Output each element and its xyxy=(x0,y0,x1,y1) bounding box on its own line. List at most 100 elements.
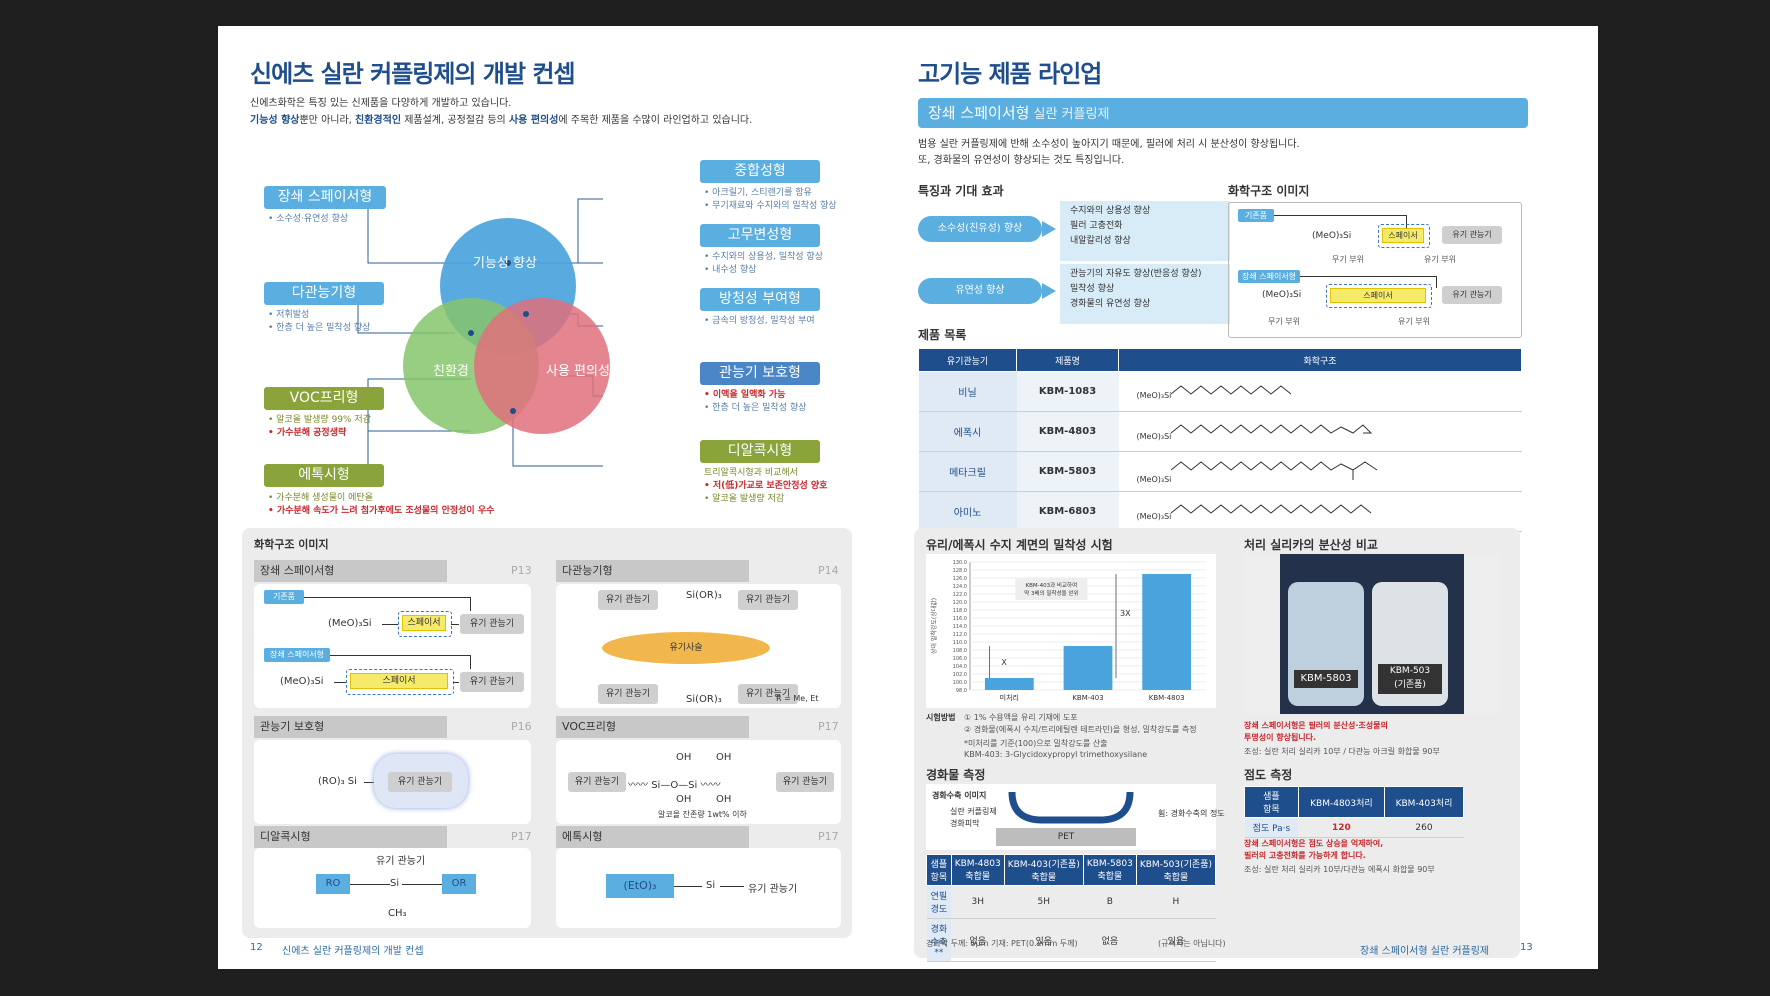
method-2: ② 경화물(에폭시 수지/트리에틸렌 테트라민)을 형성, 밀착강도를 측정 xyxy=(964,725,1197,734)
connector xyxy=(304,597,470,598)
cure-cell: H xyxy=(1136,885,1216,919)
structure-head: (MeO)₃Si xyxy=(1136,391,1172,400)
connector xyxy=(720,886,744,887)
x-tick-label: KBM-4803 xyxy=(1149,694,1185,702)
protect-ro: (RO)₃ Si xyxy=(318,776,357,787)
bar xyxy=(1063,646,1113,690)
voc-oh-3: OH xyxy=(676,794,692,805)
dialk-ro: RO xyxy=(316,874,350,894)
cure-table: 샘플 항목 KBM-4803 축합물 KBM-403(기존품) 축합물 KBM-5… xyxy=(926,854,1217,962)
y-tick-label: 120.0 xyxy=(953,600,967,606)
voc-oh-4: OH xyxy=(716,794,732,805)
voc-org-2: 유기 관능기 xyxy=(776,772,834,792)
y-tick-label: 112.0 xyxy=(953,632,967,638)
voc-oh-1: OH xyxy=(676,752,692,763)
product-table: 유기관능기 제품명 화학구조 비닐 KBM-1083 (MeO)₃Si 에폭시 … xyxy=(918,348,1522,532)
arrow-icon xyxy=(1042,221,1056,237)
voc-note: 알코올 잔존량 1wt% 이하 xyxy=(658,810,747,819)
tag-rubber-desc-1: • 수지와의 상용성, 밀착성 향상 xyxy=(704,252,823,262)
card-multi-page: P14 xyxy=(818,564,839,577)
table-row: 메타크릴 KBM-5803 (MeO)₃Si xyxy=(918,451,1522,492)
connector xyxy=(470,655,471,669)
connector xyxy=(402,884,442,885)
y-tick-label: 108.0 xyxy=(953,648,967,654)
cure-title: 경화물 측정 xyxy=(926,768,986,782)
right-footer-num: 13 xyxy=(1520,942,1533,953)
cure-foot-2: (규격치는 아닙니다) xyxy=(1158,939,1226,948)
adhesion-chart: 130.0 128.0 126.0 124.0 122.0 120.0 118.0 116.0… xyxy=(930,560,1206,702)
feature-2-items: 관능기의 자유도 향상(반응성 향상) 밀착성 향상 경화물의 유연성 향상 xyxy=(1060,264,1230,324)
cure-col-header: KBM-4803 축합물 xyxy=(950,854,1005,886)
y-axis-label: 상대 밀착강도(상대값) xyxy=(930,598,938,654)
annotation-text: 약 3배의 밀착성을 얻위 xyxy=(1024,589,1078,597)
y-tick-label: 114.0 xyxy=(953,624,967,630)
table-row: 에폭시 KBM-4803 (MeO)₃Si xyxy=(918,411,1522,452)
cure-row-label: 경화수축** xyxy=(926,918,952,962)
3x-mark: 3X xyxy=(1120,609,1131,618)
cure-cell: 3H xyxy=(951,885,1005,919)
feature-2-item: 관능기의 자유도 향상(반응성 향상) xyxy=(1070,269,1202,279)
cure-pet: PET xyxy=(996,828,1136,846)
visc-caption-3: 조성: 실란 처리 실리카 10부/다관능 에폭시 화합물 90부 xyxy=(1244,865,1435,874)
struct-title: 화학구조 이미지 xyxy=(1228,184,1310,198)
cure-col-header: KBM-5803 축합물 xyxy=(1082,854,1137,886)
struct-spacer-1: 스페이서 xyxy=(1382,228,1424,243)
product-col-header: 화학구조 xyxy=(1118,348,1522,372)
page-title: 신에츠 실란 커플링제의 개발 컨셉 xyxy=(250,60,576,88)
spacer-dash-box-2 xyxy=(1326,284,1432,308)
viscosity-title: 점도 측정 xyxy=(1244,768,1293,782)
y-tick-label: 130.0 xyxy=(953,560,967,566)
long-organic-1: 유기 관능기 xyxy=(460,614,524,634)
right-title: 고기능 제품 라인업 xyxy=(918,60,1102,88)
tag-protect: 관능기 보호형 xyxy=(700,362,820,385)
cure-foot-1: 경화막 두께: 5μm 기재: PET(0.2mm 두께) xyxy=(926,939,1078,948)
long-organic-2: 유기 관능기 xyxy=(460,672,524,692)
struct-spacer-label: 장쇄 스페이서형 xyxy=(1238,270,1300,283)
viscosity-table: 샘플 항목 KBM-4803처리 KBM-403처리 점도 Pa·s 120 26… xyxy=(1244,786,1465,838)
tag-poly-desc-2: • 무기재료와 수지와의 밀착성 향상 xyxy=(704,201,837,211)
visc-col-header: KBM-403처리 xyxy=(1383,786,1465,818)
struct-org-part-2: 유기 부위 xyxy=(1398,317,1430,326)
right-footer-text: 장쇄 스페이서형 실란 커플링제 xyxy=(1360,946,1490,957)
y-tick-label: 124.0 xyxy=(953,584,967,590)
voc-org-1: 유기 관능기 xyxy=(568,772,626,792)
multi-chain: 유기사슬 xyxy=(602,632,770,664)
struct-meo-1: (MeO)₃Si xyxy=(1312,231,1352,241)
feature-1-items: 수지와의 상용성 향상 필러 고충전화 내알칼리성 향상 xyxy=(1060,201,1230,261)
card-long-title: 장쇄 스페이서형 xyxy=(254,560,530,582)
product-structure: (MeO)₃Si xyxy=(1118,451,1522,492)
left-page: 신에츠 실란 커플링제의 개발 컨셉 신에츠화학은 특징 있는 신제품을 다양하… xyxy=(218,26,908,969)
y-tick-label: 100.0 xyxy=(953,680,967,686)
tag-ethoxy: 에톡시형 xyxy=(264,464,384,487)
box-left xyxy=(1244,554,1280,714)
visc-row-label: 점도 Pa·s xyxy=(1244,817,1299,838)
concept-diagram xyxy=(344,198,610,470)
table-row: 점도 Pa·s 120 260 xyxy=(1244,817,1464,838)
cure-cell: B xyxy=(1083,885,1137,919)
method-1: ① 1% 수용액을 유리 기재에 도포 xyxy=(964,713,1078,722)
tag-ethoxy-desc-2: • 가수분해 속도가 느려 첨가후에도 조성물의 안정성이 우수 xyxy=(268,506,495,516)
tag-multi: 다관능기형 xyxy=(264,282,384,305)
card-voc-title: VOC프리형 xyxy=(556,716,832,738)
cure-cell: 5H xyxy=(1004,885,1084,919)
ethoxy-eto: (EtO)₃ xyxy=(606,874,674,898)
card-ethoxy-page: P17 xyxy=(818,830,839,843)
dispersion-caption-2: 투명성이 향상됩니다. xyxy=(1244,733,1317,742)
warp-icon xyxy=(1008,791,1134,824)
products-title: 제품 목록 xyxy=(918,328,967,342)
tag-rubber-desc-2: • 내수성 향상 xyxy=(704,265,757,275)
long-spacer-2: 스페이서 xyxy=(350,673,448,689)
connector xyxy=(1274,215,1406,216)
voc-core: 〰〰 Si—O—Si 〰〰 xyxy=(628,780,721,791)
chain-icon xyxy=(1171,504,1372,514)
struct-spacer-2: 스페이서 xyxy=(1330,288,1426,303)
multi-sior-top: Si(OR)₃ xyxy=(686,590,722,601)
venn-right-label: 사용 편의성 xyxy=(546,364,610,379)
feature-1-item: 내알칼리성 향상 xyxy=(1070,236,1131,246)
visc-value-1: 120 xyxy=(1298,817,1385,838)
table-row: 경화수축** 없음 있음 없음 있음 xyxy=(926,918,1216,962)
connector xyxy=(350,884,390,885)
bar xyxy=(1142,574,1192,690)
visc-value-2: 260 xyxy=(1384,817,1464,838)
venn-left-label: 친환경 xyxy=(433,364,469,379)
